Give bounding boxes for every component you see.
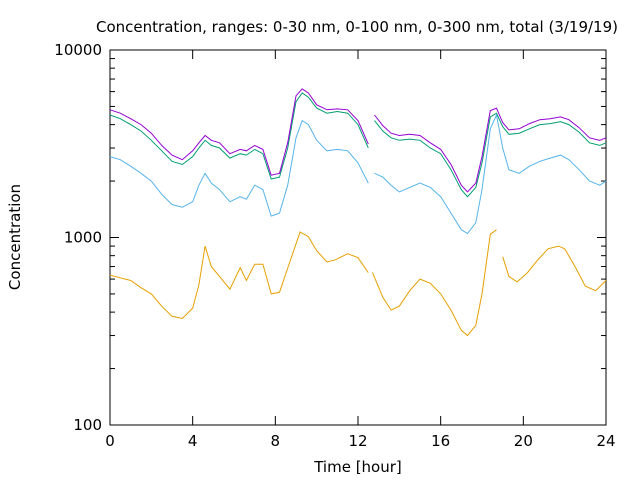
minor-ticks xyxy=(110,58,606,370)
y-axis-label: Concentration xyxy=(6,184,24,290)
chart-title: Concentration, ranges: 0-30 nm, 0-100 nm… xyxy=(96,18,618,36)
x-axis-label: Time [hour] xyxy=(313,458,402,476)
x-tick-label: 24 xyxy=(596,432,615,450)
x-tick-label: 12 xyxy=(348,432,367,450)
major-ticks xyxy=(109,49,607,426)
series-4-line xyxy=(109,88,369,176)
y-tick-label: 1000 xyxy=(64,229,102,247)
plot-frame xyxy=(109,49,607,426)
series-1-line xyxy=(372,229,497,337)
x-tick-label: 16 xyxy=(431,432,450,450)
x-tick-label: 0 xyxy=(105,432,115,450)
x-tick-label: 8 xyxy=(271,432,281,450)
y-tick-label: 100 xyxy=(73,416,102,434)
series-2-line xyxy=(374,113,607,235)
series-2-line xyxy=(109,119,369,217)
series-3-line xyxy=(109,92,369,180)
series-4-line xyxy=(374,107,607,193)
x-tick-label: 4 xyxy=(188,432,198,450)
y-tick-label: 10000 xyxy=(54,41,102,59)
x-tick-label: 20 xyxy=(514,432,533,450)
series-3-line xyxy=(374,112,607,198)
series-1-line xyxy=(109,231,369,320)
tick-labels: 0 4 8 12 16 20 24 100 1000 10000 xyxy=(54,41,615,450)
series-lines xyxy=(109,88,607,337)
series-1-line xyxy=(502,245,607,292)
